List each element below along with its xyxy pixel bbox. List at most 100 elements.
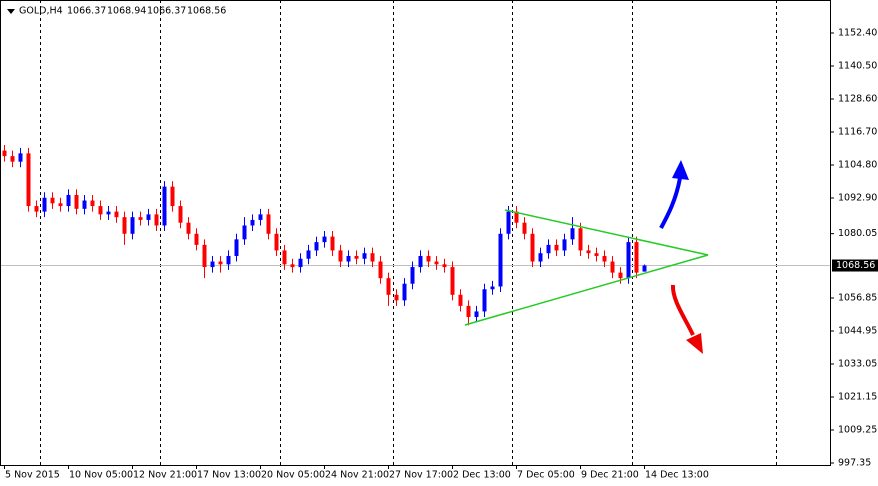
- x-tick-label: 27 Nov 17:00: [389, 470, 453, 481]
- candle-body: [154, 214, 159, 226]
- candle-body: [90, 200, 95, 207]
- price-label-box: [832, 259, 878, 272]
- close-value: 1068.56: [187, 6, 226, 17]
- candle-body: [634, 242, 639, 273]
- candle-body: [202, 244, 207, 268]
- y-tick-label: 1044.95: [838, 325, 877, 336]
- candle-body: [18, 153, 23, 162]
- candle-body: [210, 261, 215, 268]
- candle-body: [74, 194, 79, 209]
- candle-body: [442, 264, 447, 268]
- candle-body: [98, 206, 103, 215]
- candle-body: [394, 294, 399, 301]
- candle-body: [578, 228, 583, 251]
- candle-body: [530, 233, 535, 262]
- candle-body: [122, 217, 127, 234]
- candle-body: [298, 258, 303, 268]
- candle-body: [402, 283, 407, 301]
- low-value: 1066.37: [147, 6, 186, 17]
- candle-body: [106, 211, 111, 215]
- candle-body: [282, 250, 287, 265]
- candle-body: [314, 242, 319, 251]
- x-tick-label: 5 Nov 2015: [5, 470, 60, 481]
- candle-body: [346, 255, 351, 262]
- y-tick-label: 997.35: [838, 458, 871, 469]
- y-tick-label: 1116.70: [838, 127, 877, 138]
- down-arrowhead: [686, 333, 703, 354]
- candle-body: [234, 239, 239, 256]
- menu-triangle: [7, 9, 15, 14]
- symbol: GOLD,H4: [19, 6, 63, 17]
- candle-body: [538, 253, 543, 262]
- x-tick-label: 24 Nov 21:00: [325, 470, 389, 481]
- y-tick-label: 1080.05: [838, 228, 877, 239]
- candle-body: [26, 153, 31, 207]
- candle-body: [498, 233, 503, 287]
- y-tick-label: 1033.05: [838, 358, 877, 369]
- candle-body: [130, 217, 135, 234]
- candle-body: [306, 250, 311, 259]
- candle-body: [378, 261, 383, 279]
- candle-body: [170, 186, 175, 207]
- candle-body: [450, 267, 455, 295]
- candle-body: [34, 206, 39, 212]
- candle-body: [626, 242, 631, 279]
- candle-body: [10, 156, 15, 162]
- candle-body: [474, 311, 479, 317]
- candle-body: [146, 214, 151, 220]
- candle-body: [602, 255, 607, 262]
- candle-body: [274, 233, 279, 251]
- candle-body: [330, 236, 335, 251]
- up-arrow: [659, 177, 682, 229]
- candle-body: [586, 250, 591, 254]
- candle-body: [58, 203, 63, 207]
- up-arrowhead: [672, 160, 689, 180]
- price-label: 1068.56: [836, 260, 875, 271]
- candle-body: [114, 211, 119, 218]
- candle-body: [386, 278, 391, 295]
- candle-body: [522, 222, 527, 234]
- y-tick-label: 1128.60: [838, 94, 877, 105]
- y-tick-label: 1056.85: [838, 292, 877, 303]
- candle-body: [506, 211, 511, 234]
- x-tick-label: 20 Nov 05:00: [261, 470, 325, 481]
- candle-body: [354, 255, 359, 259]
- x-tick-label: 14 Dec 13:00: [645, 470, 709, 481]
- candle-body: [466, 305, 471, 317]
- x-tick-label: 12 Nov 21:00: [133, 470, 197, 481]
- y-tick-label: 1152.40: [838, 28, 877, 39]
- candle-body: [426, 255, 431, 262]
- candle-body: [82, 200, 87, 209]
- candle-body: [370, 253, 375, 262]
- y-tick-label: 1140.50: [838, 61, 877, 72]
- y-tick-label: 1021.15: [838, 391, 877, 402]
- candle-body: [642, 265, 647, 272]
- candle-body: [162, 186, 167, 226]
- candle-body: [490, 286, 495, 290]
- candle-body: [434, 261, 439, 265]
- candle-body: [610, 261, 615, 273]
- candle-body: [514, 211, 519, 223]
- candle-body: [258, 214, 263, 220]
- candle-body: [242, 225, 247, 240]
- candle-body: [226, 255, 231, 265]
- candle-body: [458, 294, 463, 306]
- down-arrow: [670, 284, 695, 336]
- x-tick-label: 17 Nov 13:00: [197, 470, 261, 481]
- y-tick-label: 1009.25: [838, 425, 877, 436]
- candle-body: [266, 214, 271, 234]
- candle-body: [338, 250, 343, 262]
- candle-body: [362, 253, 367, 259]
- candle-body: [178, 206, 183, 223]
- triangle-lines: [464, 209, 709, 326]
- candle-body: [50, 197, 55, 204]
- candle-body: [194, 233, 199, 245]
- candle-body: [570, 228, 575, 240]
- x-tick-label: 9 Dec 21:00: [581, 470, 639, 481]
- candle-body: [554, 244, 559, 251]
- open-value: 1066.37: [67, 6, 106, 17]
- candle-body: [562, 239, 567, 251]
